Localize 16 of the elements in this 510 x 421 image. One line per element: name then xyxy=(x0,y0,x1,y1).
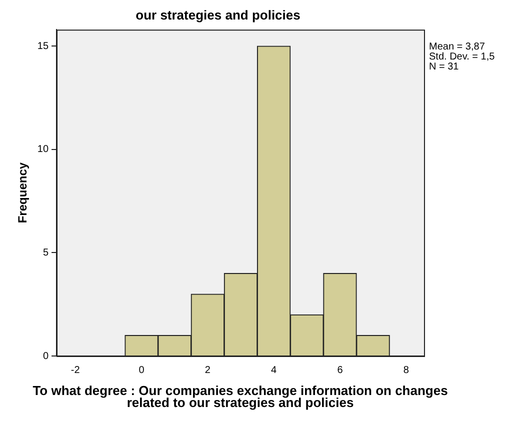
x-axis-title: To what degree : Our companies exchange information on changes related to our strategies and policies xyxy=(32,383,448,410)
chart-title: our strategies and policies xyxy=(136,7,300,22)
x-tick-label: 0 xyxy=(138,364,145,376)
y-tick-label: 0 xyxy=(42,350,49,362)
y-tick-label: 5 xyxy=(42,247,49,258)
y-axis-title: Frequency xyxy=(16,162,30,224)
y-tick-label: 10 xyxy=(37,144,49,156)
y-tick-label: 15 xyxy=(37,40,49,52)
text: Mean = 3,87 xyxy=(429,41,486,52)
x-tick-label: 8 xyxy=(403,364,410,376)
x-tick-label: -2 xyxy=(70,364,80,376)
x-tick-label: 2 xyxy=(204,364,211,376)
x-tick-label: 4 xyxy=(271,364,278,376)
text: N = 31 xyxy=(429,61,460,72)
x-tick-label: 6 xyxy=(337,364,344,376)
text: Std. Dev. = 1,5 xyxy=(429,51,496,62)
